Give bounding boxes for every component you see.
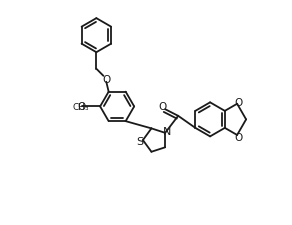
- Text: N: N: [163, 126, 172, 136]
- Text: O: O: [78, 102, 86, 112]
- Text: O: O: [158, 102, 166, 112]
- Text: O: O: [234, 132, 242, 142]
- Text: O: O: [102, 74, 110, 84]
- Text: O: O: [234, 97, 242, 107]
- Text: S: S: [136, 137, 143, 147]
- Text: CH₃: CH₃: [73, 102, 90, 111]
